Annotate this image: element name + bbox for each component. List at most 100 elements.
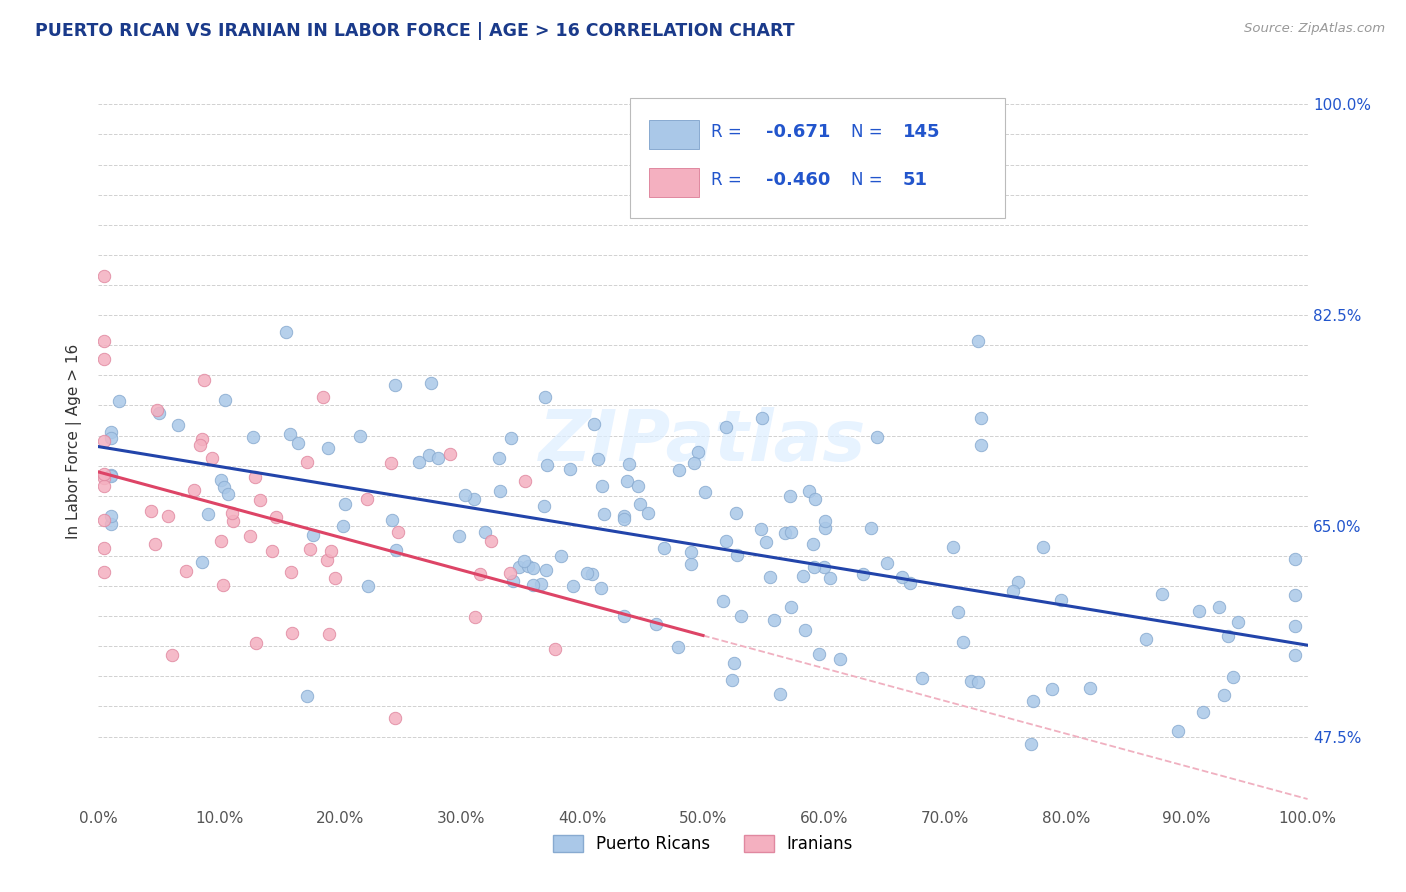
Point	[264, 510, 287, 524]
Text: 145: 145	[903, 123, 941, 141]
Point	[801, 537, 824, 551]
Point	[1222, 670, 1244, 684]
Point	[1284, 552, 1306, 566]
Point	[758, 570, 780, 584]
Point	[613, 508, 636, 523]
Point	[479, 533, 502, 548]
Point	[100, 431, 122, 445]
Point	[499, 566, 522, 580]
Point	[946, 606, 969, 620]
Point	[645, 617, 668, 632]
Point	[1050, 592, 1073, 607]
Point	[262, 544, 284, 558]
Point	[1167, 723, 1189, 738]
Point	[1001, 583, 1024, 598]
Point	[191, 555, 214, 569]
Point	[751, 411, 773, 425]
Point	[312, 390, 335, 404]
Point	[725, 549, 748, 563]
Point	[222, 514, 245, 528]
Point	[1284, 587, 1306, 601]
Point	[716, 533, 738, 548]
Point	[508, 560, 530, 574]
Point	[890, 570, 912, 584]
Point	[724, 507, 747, 521]
Point	[543, 641, 565, 656]
Point	[426, 451, 449, 466]
Point	[561, 579, 583, 593]
Point	[1226, 615, 1249, 630]
Point	[287, 436, 309, 450]
Point	[588, 451, 610, 466]
Point	[967, 675, 990, 690]
Point	[818, 571, 841, 585]
Point	[174, 564, 197, 578]
Point	[534, 563, 557, 577]
Point	[1152, 587, 1174, 601]
Point	[808, 647, 831, 661]
Text: Source: ZipAtlas.com: Source: ZipAtlas.com	[1244, 22, 1385, 36]
Point	[616, 474, 638, 488]
Point	[967, 334, 990, 348]
Point	[93, 434, 115, 448]
Point	[804, 492, 827, 507]
Point	[380, 456, 402, 470]
Point	[942, 540, 965, 554]
Y-axis label: In Labor Force | Age > 16: In Labor Force | Age > 16	[66, 344, 83, 539]
Point	[408, 454, 430, 468]
Point	[560, 462, 582, 476]
Point	[100, 468, 122, 483]
Text: ZIPatlas: ZIPatlas	[540, 407, 866, 476]
Point	[209, 473, 232, 487]
Point	[1208, 600, 1230, 615]
Text: N =: N =	[851, 171, 887, 189]
Point	[970, 410, 993, 425]
Point	[780, 600, 803, 615]
Point	[302, 528, 325, 542]
Point	[512, 554, 534, 568]
Point	[683, 457, 706, 471]
Point	[911, 671, 934, 685]
FancyBboxPatch shape	[630, 98, 1005, 218]
Point	[93, 565, 115, 579]
Text: N =: N =	[851, 123, 887, 141]
Point	[190, 432, 212, 446]
Point	[332, 518, 354, 533]
Point	[952, 635, 974, 649]
Point	[146, 403, 169, 417]
Point	[502, 574, 524, 588]
Point	[721, 673, 744, 688]
Point	[533, 499, 555, 513]
Point	[209, 534, 232, 549]
Point	[245, 635, 267, 649]
Point	[418, 449, 440, 463]
Point	[297, 689, 319, 703]
Point	[318, 442, 340, 456]
Point	[749, 522, 772, 536]
Point	[852, 566, 875, 581]
Point	[637, 506, 659, 520]
Point	[239, 529, 262, 543]
Point	[217, 487, 239, 501]
Point	[803, 559, 825, 574]
Point	[860, 521, 883, 535]
Point	[1007, 575, 1029, 590]
Point	[1022, 694, 1045, 708]
Point	[794, 624, 817, 638]
Point	[201, 451, 224, 466]
Point	[93, 334, 115, 349]
Point	[281, 626, 304, 640]
Text: 51: 51	[903, 171, 928, 189]
Point	[1032, 540, 1054, 554]
Point	[652, 541, 675, 555]
Point	[100, 425, 122, 440]
Point	[356, 492, 378, 507]
Point	[769, 688, 792, 702]
Point	[713, 594, 735, 608]
Point	[93, 351, 115, 366]
Point	[828, 652, 851, 666]
Point	[628, 497, 651, 511]
Point	[212, 479, 235, 493]
Point	[693, 485, 716, 500]
Point	[212, 578, 235, 592]
